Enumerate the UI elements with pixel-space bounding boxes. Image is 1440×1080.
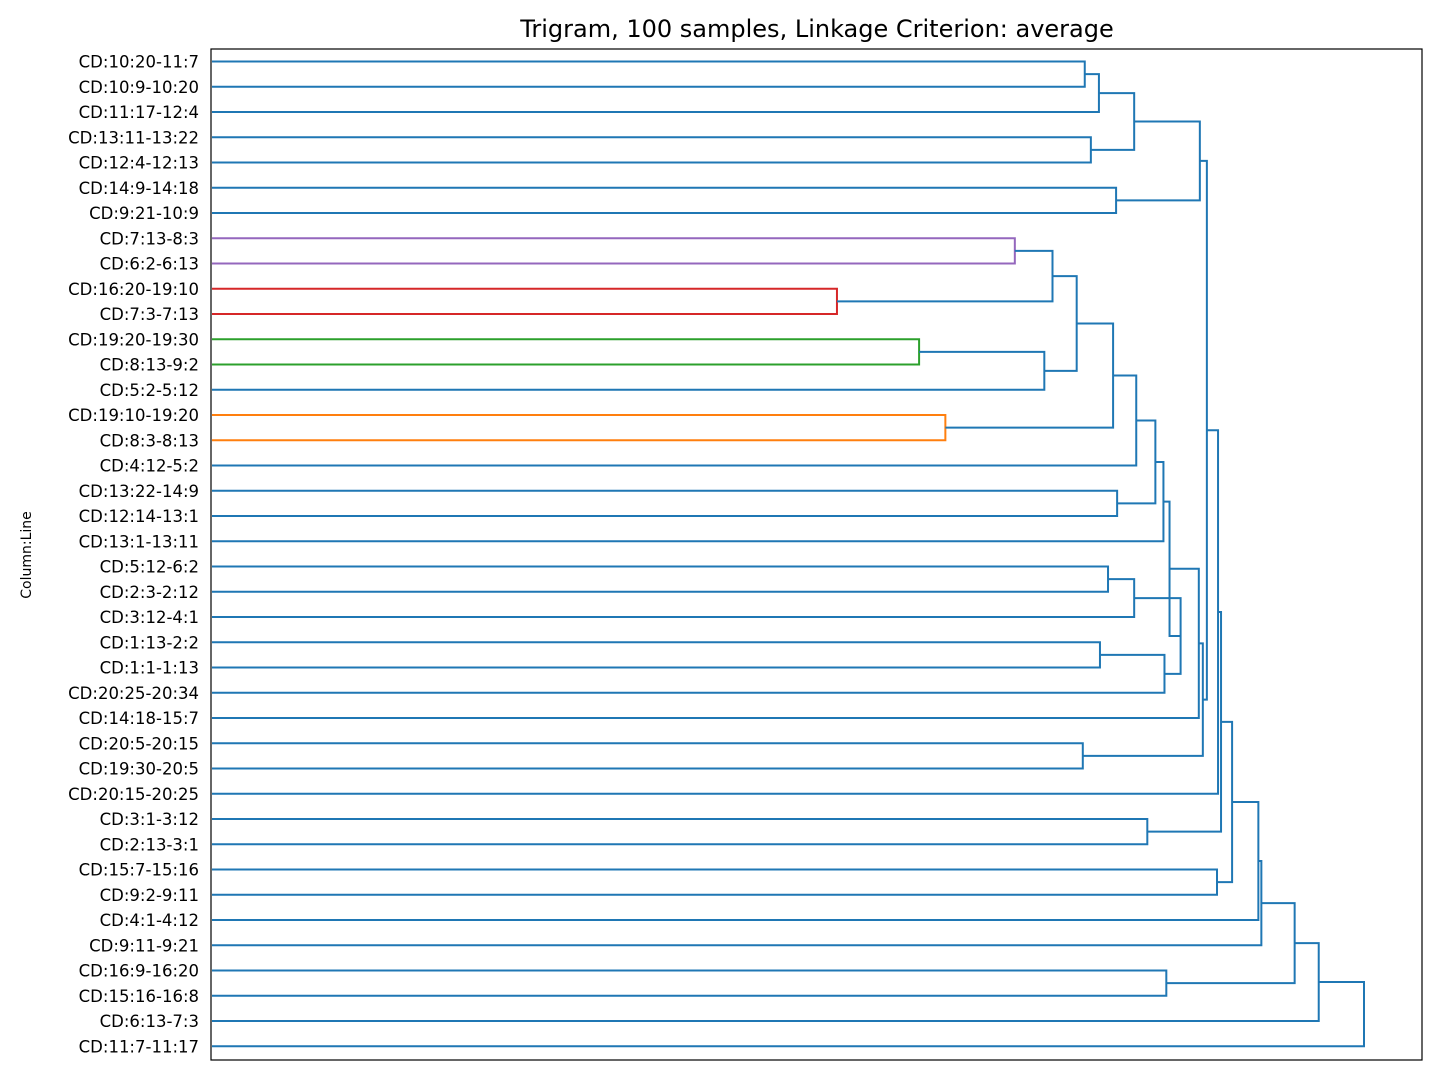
plot-frame [210,48,1423,1061]
dendrogram-link [945,322,1115,429]
leaf-label: CD:12:14-13:1 [79,507,199,526]
leaf-label: CD:14:9-14:18 [79,179,199,198]
dendrogram-link [212,800,1260,921]
dendrogram-link [212,237,1016,265]
dendrogram-link [212,942,1320,1022]
chart-title: Trigram, 100 samples, Linkage Criterion:… [519,15,1114,43]
leaf-label: CD:5:12-6:2 [100,558,199,577]
leaf-label: CD:8:3-8:13 [100,431,199,450]
dendrogram-link [212,818,1149,846]
dendrogram-link [212,969,1168,997]
leaf-label: CD:13:11-13:22 [68,128,199,147]
dendrogram-link [212,567,1200,719]
dendrogram-link [1117,419,1157,505]
leaf-label: CD:4:12-5:2 [100,457,199,476]
dendrogram-link [212,460,1165,543]
dendrogram-link [1163,500,1181,637]
leaf-label: CD:2:3-2:12 [100,583,199,602]
leaf-label: CD:13:1-13:11 [79,532,199,551]
dendrogram-link [212,489,1119,517]
leaf-label: CD:3:12-4:1 [100,608,199,627]
dendrogram-link [212,287,838,315]
dendrogram-link [212,868,1218,896]
leaf-label: CD:1:1-1:13 [100,659,199,678]
y-axis-label: Column:Line [19,511,35,599]
leaf-label: CD:4:1-4:12 [100,911,199,930]
dendrogram-link [212,186,1118,214]
leaf-label: CD:10:9-10:20 [79,78,199,97]
dendrogram-link [212,73,1100,113]
leaf-label: CD:20:5-20:15 [79,734,199,753]
dendrogram-link [1090,92,1136,151]
leaf-label: CD:19:20-19:30 [68,330,199,349]
dendrogram-link [212,429,1220,795]
dendrogram-link [836,249,1054,303]
dendrogram-link [212,414,947,442]
leaf-label: CD:20:15-20:25 [68,785,199,804]
dendrogram-link [212,981,1365,1048]
leaf-label: CD:13:22-14:9 [79,482,199,501]
leaf-label: CD:8:13-9:2 [100,356,199,375]
leaf-label: CD:7:13-8:3 [100,229,199,248]
leaf-label: CD:7:3-7:13 [100,305,199,324]
dendrogram-link [1166,902,1296,985]
dendrogram-link [212,136,1092,164]
dendrogram-link [212,565,1110,593]
dendrogram-link [1044,275,1078,372]
leaf-label: CD:11:7-11:17 [79,1037,199,1056]
leaf-label: CD:5:2-5:12 [100,381,199,400]
dendrogram-link [212,641,1101,669]
leaf-label: CD:20:25-20:34 [68,684,199,703]
leaf-label: CD:11:17-12:4 [79,103,199,122]
dendrogram-link [1199,159,1208,701]
leaf-label: CD:9:2-9:11 [100,886,199,905]
dendrogram-link [212,338,921,366]
leaf-label: CD:10:20-11:7 [79,53,199,72]
leaf-label: CD:19:30-20:5 [79,760,199,779]
leaf-label: CD:6:2-6:13 [100,255,199,274]
leaf-label: CD:19:10-19:20 [68,406,199,425]
dendrogram-link [1116,120,1201,202]
leaf-label: CD:1:13-2:2 [100,633,199,652]
leaf-label: CD:14:18-15:7 [79,709,199,728]
leaf-label: CD:12:4-12:13 [79,154,199,173]
leaf-label: CD:16:20-19:10 [68,280,199,299]
dendrogram-link [212,578,1136,618]
dendrogram-link [212,60,1086,88]
leaf-label: CD:15:16-16:8 [79,987,199,1006]
dendrogram-links [212,60,1365,1048]
dendrogram-link [212,742,1084,770]
leaf-labels: CD:10:20-11:7 CD:10:9-10:20 CD:11:17-12:4 C… [68,53,199,1057]
leaf-label: CD:9:21-10:9 [89,204,199,223]
dendrogram-link [1147,611,1223,833]
leaf-label: CD:16:9-16:20 [79,962,199,981]
leaf-label: CD:3:1-3:12 [100,810,199,829]
dendrogram-link [212,653,1166,694]
leaf-label: CD:2:13-3:1 [100,835,199,854]
dendrogram-link [212,859,1263,947]
dendrogram-link [1217,720,1234,884]
leaf-label: CD:15:7-15:16 [79,861,199,880]
leaf-label: CD:9:11-9:21 [89,936,199,955]
leaf-label: CD:6:13-7:3 [100,1012,199,1031]
